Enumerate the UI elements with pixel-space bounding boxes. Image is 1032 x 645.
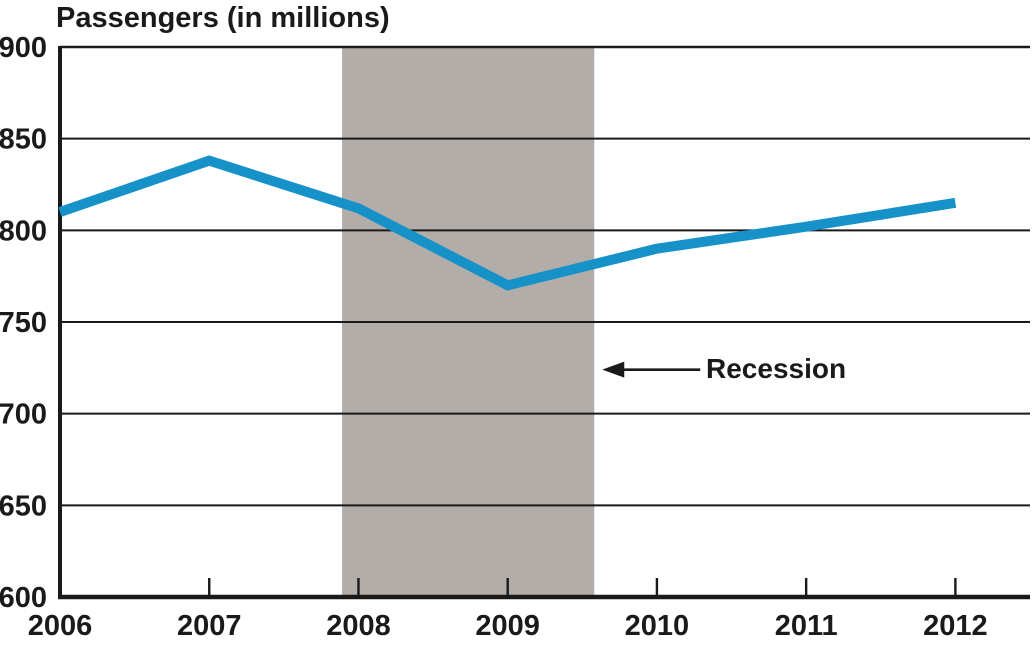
y-axis-label-850: 850: [0, 124, 47, 156]
y-axis-label-900: 900: [0, 32, 47, 64]
x-axis-label-2012: 2012: [923, 610, 988, 642]
x-axis-label-2011: 2011: [775, 610, 838, 642]
x-axis-label-2006: 2006: [28, 610, 93, 642]
x-axis-label-2008: 2008: [326, 610, 391, 642]
y-axis-label-650: 650: [0, 490, 47, 522]
y-axis-label-700: 700: [0, 399, 47, 431]
y-axis-label-750: 750: [0, 307, 47, 339]
recession-arrow-head: [602, 361, 625, 378]
chart-title: Passengers (in millions): [56, 2, 390, 34]
x-axis-label-2009: 2009: [475, 610, 540, 642]
x-axis-label-2007: 2007: [177, 610, 242, 642]
x-axis-label-2010: 2010: [625, 610, 690, 642]
y-axis-label-800: 800: [0, 215, 47, 247]
data-line-passengers: [58, 155, 957, 291]
recession-annotation-label: Recession: [706, 353, 847, 384]
y-axis-label-600: 600: [0, 582, 47, 614]
